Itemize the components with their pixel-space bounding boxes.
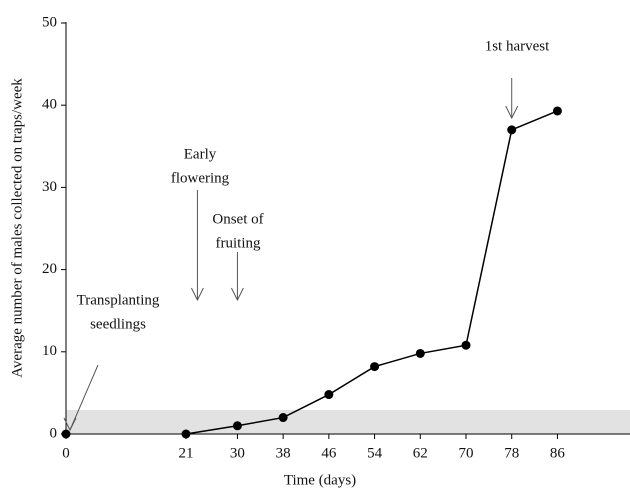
y-tick-label: 50 <box>42 14 57 30</box>
data-point <box>182 430 191 439</box>
x-tick-label: 21 <box>179 445 194 461</box>
x-axis-label: Time (days) <box>284 472 356 488</box>
ground-band <box>66 410 630 434</box>
annotation-text: 1st harvest <box>485 38 550 54</box>
data-point <box>62 430 71 439</box>
y-tick-label: 20 <box>42 261 57 277</box>
x-tick-label: 62 <box>413 445 428 461</box>
y-tick-label: 0 <box>50 425 58 441</box>
x-tick-label: 70 <box>459 445 474 461</box>
data-point <box>233 421 242 430</box>
chart: Time (days) Average number of males coll… <box>0 0 630 493</box>
x-tick-label: 46 <box>321 445 337 461</box>
y-axis-label: Average number of males collected on tra… <box>9 78 25 378</box>
data-point <box>553 106 562 115</box>
data-point <box>370 362 379 371</box>
annotation-text: fruiting <box>216 235 261 251</box>
data-line <box>186 111 557 434</box>
data-point <box>507 125 516 134</box>
data-point <box>462 341 471 350</box>
y-tick-label: 30 <box>42 179 57 195</box>
annotation-text: Onset of <box>212 211 263 227</box>
data-point <box>324 390 333 399</box>
x-tick-label: 38 <box>276 445 291 461</box>
x-tick-label: 0 <box>62 445 70 461</box>
x-tick-label: 78 <box>504 445 519 461</box>
x-tick-label: 54 <box>367 445 383 461</box>
data-point <box>416 349 425 358</box>
data-point <box>279 413 288 422</box>
y-tick-label: 10 <box>42 343 57 359</box>
x-tick-label: 30 <box>230 445 245 461</box>
annotation-text: seedlings <box>90 316 146 332</box>
annotation-text: Transplanting <box>77 292 160 308</box>
annotation-text: flowering <box>171 170 230 186</box>
y-tick-label: 40 <box>42 97 57 113</box>
annotation-text: Early <box>184 146 217 162</box>
x-tick-label: 86 <box>550 445 566 461</box>
